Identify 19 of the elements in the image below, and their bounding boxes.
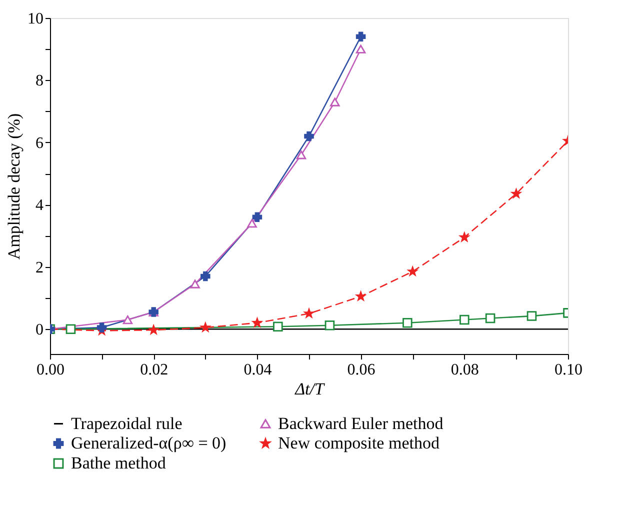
y-tick-label: 0 [36,322,44,339]
x-tick-label: 0.04 [244,362,272,378]
legend-label: Trapezoidal rule [71,414,182,433]
x-tick-label: 0.10 [554,362,582,378]
legend-label: New composite method [278,434,440,452]
x-tick-label: 0.08 [450,362,479,378]
y-tick-label: 6 [36,134,44,152]
legend-label: Bathe method [71,454,166,472]
x-tick-label: 0.06 [347,362,376,378]
y-axis-title: Amplitude decay (%) [4,113,24,260]
y-tick-label: 10 [28,10,44,28]
y-tick-label: 8 [36,72,44,90]
y-tick-label: 2 [36,259,44,276]
legend-label: Generalized-α(ρ∞ = 0) [71,434,226,452]
x-tick-label: 0.00 [36,362,64,378]
y-tick-label: 4 [36,197,44,214]
x-tick-label: 0.02 [140,362,168,378]
x-axis-title: Δt/T [294,380,326,398]
legend-label: Backward Euler method [278,414,444,433]
